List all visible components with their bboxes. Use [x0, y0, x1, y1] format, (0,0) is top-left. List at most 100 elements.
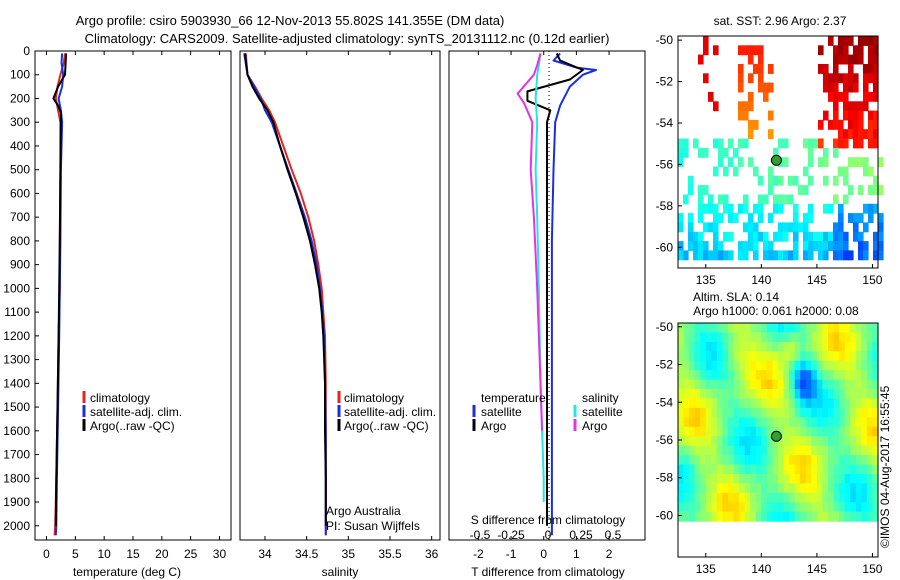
- sla-pixel: [816, 464, 824, 475]
- sst-pixel: [803, 138, 809, 149]
- sla-pixel: [711, 389, 718, 399]
- sla-pixel: [755, 474, 762, 484]
- sla-pixel: [816, 492, 824, 503]
- sla-pixel: [828, 436, 835, 447]
- sst-pixel: [808, 138, 814, 149]
- sla-pixel: [850, 474, 857, 484]
- sla-pixel: [683, 445, 690, 456]
- sst-pixel: [808, 175, 814, 186]
- sst-pixel: [748, 45, 754, 56]
- sla-pixel: [716, 379, 724, 390]
- sla-pixel: [766, 379, 774, 390]
- sst-pixel: [678, 147, 684, 158]
- sla-pixel: [794, 502, 801, 513]
- sla-pixel: [844, 379, 851, 390]
- sst-pixel: [868, 185, 874, 195]
- sst-pixel: [823, 110, 829, 121]
- sla-pixel: [772, 417, 779, 428]
- sla-pixel: [694, 483, 701, 494]
- sst-pixel: [713, 231, 719, 242]
- sst-pixel: [843, 54, 849, 65]
- sla-pixel: [816, 379, 824, 390]
- sla-pixel: [694, 464, 701, 475]
- sla-pixel: [678, 323, 685, 333]
- sla-pixel: [789, 445, 796, 456]
- sla-pixel: [766, 455, 774, 466]
- sla-pixel: [739, 492, 746, 503]
- sla-pixel: [678, 455, 685, 466]
- sla-pixel: [861, 332, 868, 343]
- sla-pixel: [839, 436, 846, 447]
- sla-pixel: [761, 379, 768, 390]
- sla-pixel: [794, 389, 801, 399]
- sst-pixel: [838, 54, 844, 65]
- sst-pixel: [808, 157, 814, 168]
- x-tick-label: 1: [573, 547, 580, 561]
- sst-pixel: [868, 213, 874, 223]
- sla-pixel: [872, 341, 879, 352]
- sst-pixel: [763, 241, 769, 251]
- sst-map-pixels: [678, 36, 884, 261]
- sla-pixel: [750, 370, 757, 381]
- sla-pixel: [866, 370, 874, 381]
- sst-pixel: [713, 213, 719, 223]
- sst-pixel: [713, 222, 719, 233]
- sla-pixel: [716, 483, 724, 494]
- sla-pixel: [828, 407, 835, 418]
- sst-pixel: [853, 45, 859, 56]
- sst-pixel: [758, 82, 764, 93]
- sla-pixel: [750, 398, 757, 409]
- sst-pixel: [823, 157, 829, 168]
- sst-pixel: [813, 231, 819, 242]
- sst-pixel: [838, 36, 844, 46]
- sla-pixel: [728, 464, 735, 475]
- s-tick-label: 0.5: [605, 528, 622, 542]
- sla-pixel: [683, 464, 690, 475]
- sst-pixel: [873, 185, 879, 195]
- sst-pixel: [863, 157, 869, 168]
- sst-pixel: [778, 203, 784, 214]
- sla-pixel: [811, 379, 818, 390]
- sla-pixel: [750, 436, 757, 447]
- sla-pixel: [694, 474, 701, 484]
- sla-pixel: [722, 351, 729, 362]
- map-x-tick-label: 135: [696, 562, 716, 576]
- legend-label-climatology: climatology: [344, 391, 404, 405]
- sst-pixel: [838, 73, 844, 84]
- sla-pixel: [683, 407, 690, 418]
- sst-pixel: [853, 213, 859, 223]
- sla-pixel: [700, 398, 707, 409]
- sla-pixel: [705, 464, 712, 475]
- sla-pixel: [872, 426, 879, 437]
- sst-pixel: [878, 222, 884, 233]
- sst-pixel: [708, 250, 714, 261]
- sla-pixel: [866, 417, 874, 428]
- sla-pixel: [839, 455, 846, 466]
- sla-pixel: [689, 389, 696, 399]
- sla-pixel: [694, 379, 701, 390]
- sla-pixel: [689, 398, 696, 409]
- sla-pixel: [861, 323, 868, 333]
- sst-pixel: [843, 175, 849, 186]
- sla-pixel: [778, 483, 785, 494]
- sst-pixel: [863, 203, 869, 214]
- sla-pixel: [794, 341, 801, 352]
- sst-pixel: [828, 36, 834, 46]
- sla-pixel: [828, 370, 835, 381]
- sst-pixel: [873, 54, 879, 65]
- sst-pixel: [718, 157, 724, 168]
- sla-pixel: [744, 323, 751, 333]
- sla-pixel: [716, 417, 724, 428]
- sla-pixel: [794, 417, 801, 428]
- sla-pixel: [728, 379, 735, 390]
- sla-pixel: [683, 332, 690, 343]
- sla-map-panel: Altim. SLA: 0.14 Argo h1000: 0.061 h2000…: [656, 290, 883, 576]
- sla-pixel: [828, 417, 835, 428]
- sla-pixel: [700, 511, 707, 522]
- sla-pixel: [739, 464, 746, 475]
- depth-tick-label: 1900: [3, 495, 30, 509]
- sst-pixel: [823, 175, 829, 186]
- sst-pixel: [748, 129, 754, 140]
- x-tick-label: 2: [606, 547, 613, 561]
- salinity-plot-frame: [239, 50, 441, 541]
